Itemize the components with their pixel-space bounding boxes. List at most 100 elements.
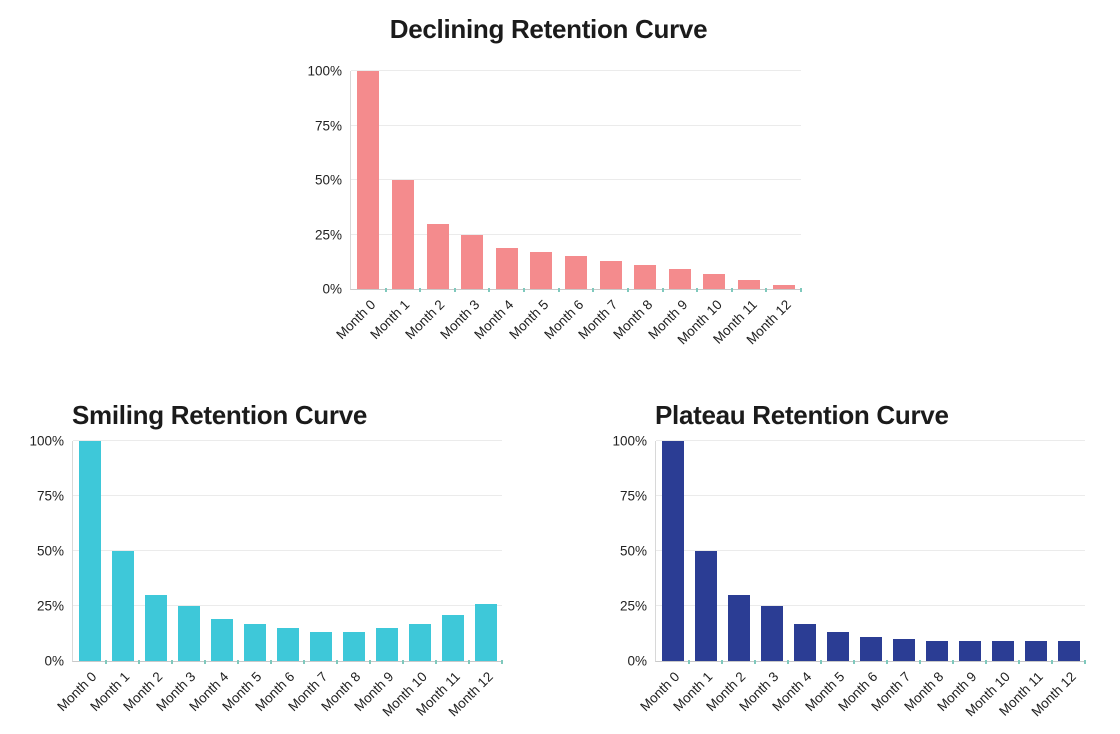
y-tick-label: 75%	[619, 488, 647, 504]
bar-month-11	[1024, 641, 1047, 661]
bar-slot	[689, 441, 722, 661]
bar-month-8	[634, 265, 657, 289]
bar-slot	[854, 441, 887, 661]
y-tick-label: 100%	[29, 433, 64, 449]
bar-month-9	[958, 641, 981, 661]
bar-month-6	[564, 256, 587, 289]
y-tick-label: 0%	[322, 281, 342, 297]
gridline	[351, 70, 801, 71]
axis-tick-mark	[557, 288, 560, 292]
axis-tick-mark	[419, 288, 422, 292]
axis-tick-mark	[368, 660, 371, 664]
y-tick-label: 50%	[314, 172, 342, 188]
gridline	[351, 124, 801, 126]
axis-tick-mark	[687, 660, 690, 664]
bar-slot	[821, 441, 854, 661]
bar-slot	[106, 441, 139, 661]
axis-tick-mark	[730, 288, 733, 292]
bar-month-2	[727, 595, 750, 661]
bar-month-12	[474, 603, 497, 661]
axis-tick-mark	[765, 288, 768, 292]
axis-tick-mark	[1051, 660, 1053, 664]
gridline	[73, 605, 502, 606]
bar-slot	[238, 441, 271, 661]
bars-container	[656, 441, 1085, 661]
bar-slot	[337, 441, 370, 661]
bar-month-2	[144, 595, 167, 661]
bar-month-12	[1057, 641, 1080, 661]
axis-tick-mark	[335, 660, 338, 664]
axis-tick-mark	[203, 660, 206, 664]
bars-container	[73, 441, 502, 661]
gridline	[656, 605, 1085, 606]
bar-month-4	[210, 619, 233, 661]
bar-slot	[887, 441, 920, 661]
axis-tick-mark	[754, 660, 756, 664]
x-axis-tick-labels: Month 0 Month 1 Month 2 Month 3 Month 4 Month…	[333, 290, 801, 362]
bar-month-5	[530, 251, 553, 289]
chart-smiling-retention: Smiling Retention Curve 0% 25% 50% 75% 100% …	[18, 396, 503, 734]
x-axis-tick-labels: Month 0 Month 1 Month 2 Month 3 Month 4 Month…	[54, 662, 502, 734]
bar-month-8	[342, 632, 365, 661]
bar-month-6	[859, 636, 882, 661]
y-tick-label: 25%	[619, 598, 647, 614]
chart-title-declining: Declining Retention Curve	[389, 14, 708, 44]
bar-month-3	[760, 606, 783, 661]
axis-tick-mark	[453, 288, 456, 292]
axis-tick-mark	[302, 660, 305, 664]
bar-month-0	[357, 71, 380, 289]
bar-month-11	[738, 280, 760, 289]
axis-tick-mark	[786, 660, 789, 664]
bar-slot	[386, 71, 421, 289]
bar-month-7	[599, 260, 622, 289]
bar-slot	[436, 441, 469, 661]
bar-month-0	[78, 441, 101, 661]
y-tick-label: 25%	[36, 598, 64, 614]
bar-slot	[662, 71, 697, 289]
bars-container	[351, 71, 801, 289]
bar-slot	[788, 441, 821, 661]
chart-body: 0% 25% 50% 75% 100%	[601, 434, 1086, 669]
y-tick-label: 25%	[314, 227, 342, 242]
bar-slot	[559, 71, 594, 289]
bar-slot	[986, 441, 1019, 661]
axis-tick-mark	[1018, 660, 1020, 664]
axis-tick-mark	[985, 660, 987, 664]
bar-slot	[722, 441, 755, 661]
bar-slot	[920, 441, 953, 661]
bar-month-1	[694, 551, 717, 661]
bar-slot	[1019, 441, 1052, 661]
axis-tick-mark	[104, 660, 107, 664]
bar-slot	[370, 441, 403, 661]
bar-month-9	[375, 628, 398, 661]
bar-month-2	[426, 223, 449, 289]
y-tick-label: 0%	[627, 653, 647, 669]
axis-tick-mark	[720, 660, 723, 664]
axis-tick-mark	[661, 288, 664, 292]
axis-tick-mark	[270, 660, 272, 664]
gridline	[351, 179, 801, 180]
y-tick-label: 50%	[36, 543, 64, 559]
bar-slot	[524, 71, 559, 289]
axis-tick-mark	[800, 288, 802, 292]
gridline	[73, 550, 502, 551]
bar-month-8	[925, 641, 948, 661]
y-axis-tick-labels: 0% 25% 50% 75% 100%	[296, 64, 350, 297]
bar-month-10	[703, 273, 726, 289]
bar-slot	[172, 441, 205, 661]
bar-month-1	[111, 551, 134, 661]
bar-slot	[628, 71, 663, 289]
bar-slot	[271, 441, 304, 661]
bar-slot	[1052, 441, 1085, 661]
y-axis-tick-labels: 0% 25% 50% 75% 100%	[601, 434, 655, 669]
y-tick-label: 0%	[44, 653, 64, 669]
axis-tick-mark	[918, 660, 921, 664]
plot-area	[72, 440, 503, 664]
axis-tick-mark	[435, 660, 437, 664]
bar-month-11	[441, 614, 464, 661]
axis-tick-mark	[951, 660, 954, 664]
bar-slot	[139, 441, 172, 661]
gridline	[73, 495, 502, 496]
gridline	[656, 550, 1085, 551]
